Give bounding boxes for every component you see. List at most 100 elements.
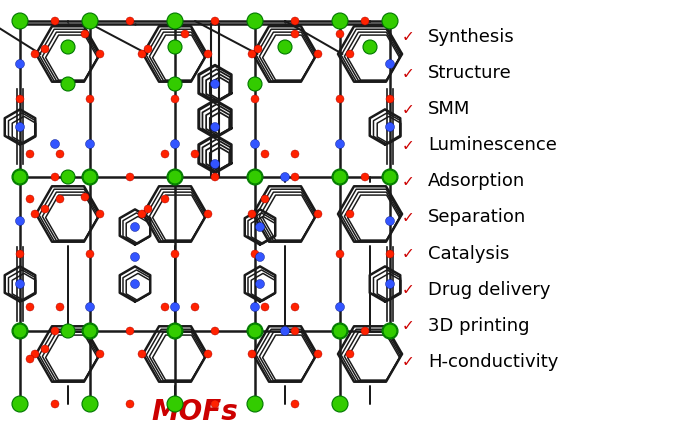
Circle shape xyxy=(171,140,179,149)
Circle shape xyxy=(211,400,219,408)
Circle shape xyxy=(12,323,28,339)
Circle shape xyxy=(278,41,292,55)
Circle shape xyxy=(291,327,299,335)
Circle shape xyxy=(61,41,75,55)
Circle shape xyxy=(247,14,263,30)
Circle shape xyxy=(291,151,299,159)
Text: Structure: Structure xyxy=(428,64,512,82)
Circle shape xyxy=(16,123,25,132)
Circle shape xyxy=(131,223,140,232)
Circle shape xyxy=(31,51,39,59)
Circle shape xyxy=(346,210,354,218)
Circle shape xyxy=(291,31,299,39)
Circle shape xyxy=(254,46,262,54)
Circle shape xyxy=(64,327,73,336)
Circle shape xyxy=(171,96,179,104)
Text: ✓: ✓ xyxy=(401,174,414,188)
Text: Separation: Separation xyxy=(428,208,526,226)
Circle shape xyxy=(251,250,259,258)
Circle shape xyxy=(386,280,395,289)
Circle shape xyxy=(96,350,104,358)
Circle shape xyxy=(251,140,260,149)
Text: ✓: ✓ xyxy=(401,66,414,80)
Circle shape xyxy=(247,170,263,186)
Circle shape xyxy=(96,51,104,59)
Circle shape xyxy=(126,18,134,26)
Circle shape xyxy=(210,80,219,89)
Circle shape xyxy=(336,31,344,39)
Circle shape xyxy=(16,96,24,104)
Circle shape xyxy=(13,324,27,338)
Circle shape xyxy=(204,51,212,59)
Text: Drug delivery: Drug delivery xyxy=(428,280,551,298)
Circle shape xyxy=(86,303,95,312)
Circle shape xyxy=(64,173,73,182)
Text: H-conductivity: H-conductivity xyxy=(428,352,558,370)
Circle shape xyxy=(247,323,263,339)
Circle shape xyxy=(82,170,98,186)
Circle shape xyxy=(138,210,146,218)
Circle shape xyxy=(332,14,348,30)
Circle shape xyxy=(181,31,189,39)
Circle shape xyxy=(138,51,146,59)
Circle shape xyxy=(168,171,182,184)
Text: 3D printing: 3D printing xyxy=(428,316,530,334)
Circle shape xyxy=(168,324,182,338)
Circle shape xyxy=(56,151,64,159)
Text: Synthesis: Synthesis xyxy=(428,28,515,46)
Circle shape xyxy=(161,151,169,159)
Circle shape xyxy=(248,350,256,358)
Text: ✓: ✓ xyxy=(401,210,414,224)
Circle shape xyxy=(31,350,39,358)
Circle shape xyxy=(363,41,377,55)
Circle shape xyxy=(361,18,369,26)
Circle shape xyxy=(383,171,397,184)
Circle shape xyxy=(51,18,59,26)
Circle shape xyxy=(383,324,397,338)
Circle shape xyxy=(168,41,182,55)
Circle shape xyxy=(131,253,140,262)
Circle shape xyxy=(86,250,94,258)
Circle shape xyxy=(256,223,264,232)
Circle shape xyxy=(96,210,104,218)
Text: ✓: ✓ xyxy=(401,30,414,44)
Text: ✓: ✓ xyxy=(401,138,414,152)
Circle shape xyxy=(82,14,98,30)
Circle shape xyxy=(251,96,259,104)
Circle shape xyxy=(61,324,75,338)
Circle shape xyxy=(336,303,345,312)
Circle shape xyxy=(336,96,344,104)
Circle shape xyxy=(61,78,75,92)
Circle shape xyxy=(167,14,183,30)
Circle shape xyxy=(191,151,199,159)
Circle shape xyxy=(12,170,28,186)
Circle shape xyxy=(126,327,134,335)
Circle shape xyxy=(83,324,97,338)
Circle shape xyxy=(332,170,348,186)
Circle shape xyxy=(56,196,64,204)
Circle shape xyxy=(346,51,354,59)
Circle shape xyxy=(41,46,49,54)
Circle shape xyxy=(82,396,98,412)
Circle shape xyxy=(314,210,322,218)
Circle shape xyxy=(81,31,89,39)
Circle shape xyxy=(13,171,27,184)
Circle shape xyxy=(280,173,290,182)
Text: MOFs: MOFs xyxy=(152,398,238,425)
Circle shape xyxy=(386,250,394,258)
Circle shape xyxy=(51,140,60,149)
Circle shape xyxy=(211,327,219,335)
Circle shape xyxy=(382,14,398,30)
Circle shape xyxy=(167,323,183,339)
Circle shape xyxy=(291,303,299,311)
Circle shape xyxy=(291,400,299,408)
Circle shape xyxy=(31,210,39,218)
Circle shape xyxy=(12,396,28,412)
Circle shape xyxy=(314,350,322,358)
Circle shape xyxy=(251,303,260,312)
Circle shape xyxy=(210,160,219,169)
Circle shape xyxy=(16,60,25,69)
Circle shape xyxy=(261,151,269,159)
Circle shape xyxy=(191,303,199,311)
Circle shape xyxy=(16,217,25,226)
